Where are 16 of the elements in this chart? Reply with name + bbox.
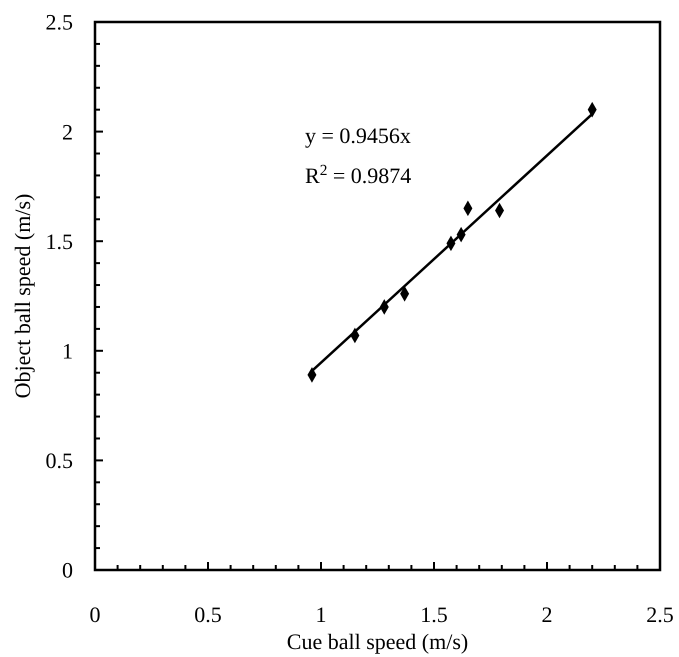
annotation: R$^{2}$ = 0.9874 [305, 162, 412, 188]
x-axis-title: Cue ball speed (m/s) [286, 629, 468, 654]
y-tick-label: 0 [62, 558, 73, 583]
y-tick-label: 1 [62, 338, 73, 364]
annotation: y = 0.9456x [305, 123, 411, 148]
x-tick-label: 2.5 [646, 602, 674, 627]
y-tick-label: 0.5 [46, 448, 73, 474]
y-axis-title: Object ball speed (m/s) [10, 194, 35, 398]
y-tick-label: 2 [62, 119, 73, 144]
y-tick-label: 1.5 [46, 228, 73, 254]
y-tick-label: 2.5 [46, 10, 73, 35]
x-tick-label: 1 [316, 602, 326, 627]
x-tick-label: 1.5 [420, 602, 448, 627]
x-tick-label: 2 [542, 602, 552, 627]
x-tick-label: 0.5 [194, 602, 222, 627]
x-tick-label: 0 [90, 602, 100, 627]
